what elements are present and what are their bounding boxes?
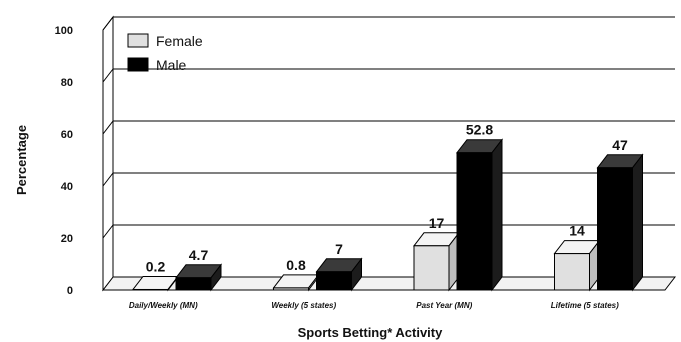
y-tick-label: 0 — [67, 285, 73, 297]
y-axis-title: Percentage — [14, 125, 29, 195]
y-tick-label: 100 — [55, 25, 73, 37]
bar-male — [456, 152, 493, 291]
data-label: 0.8 — [286, 257, 306, 273]
data-label: 14 — [569, 223, 585, 239]
data-label: 7 — [335, 241, 343, 257]
x-category-label: Lifetime (5 states) — [551, 301, 619, 310]
bar-male — [316, 271, 352, 291]
x-axis-title: Sports Betting* Activity — [298, 325, 443, 340]
y-tick-label: 40 — [61, 181, 73, 193]
bar-female — [273, 287, 309, 291]
bar-male — [175, 277, 212, 291]
data-label: 52.8 — [466, 122, 493, 138]
legend-swatch-male — [127, 57, 149, 72]
data-label: 47 — [612, 137, 628, 153]
bar-side — [491, 138, 503, 292]
data-label: 0.2 — [146, 258, 166, 274]
chart-side-wall — [102, 15, 114, 292]
gridline-side — [102, 120, 114, 135]
y-tick-label: 20 — [61, 233, 73, 245]
gridline-side — [102, 224, 114, 239]
x-category-label: Past Year (MN) — [416, 301, 472, 310]
bar-side — [632, 153, 643, 292]
data-label: 4.7 — [189, 247, 209, 263]
y-tick-label: 80 — [61, 77, 73, 89]
bar-female — [132, 288, 169, 291]
bar-male — [597, 167, 633, 291]
legend-entry-male: Male — [156, 57, 187, 73]
gridline-side — [102, 172, 114, 187]
legend-swatch-female — [127, 33, 149, 48]
legend-entry-female: Female — [156, 33, 203, 49]
x-category-label: Weekly (5 states) — [271, 301, 336, 310]
y-tick-label: 60 — [61, 129, 73, 141]
back-wall — [113, 17, 675, 277]
bar-female — [554, 253, 590, 291]
bar-female — [413, 245, 450, 291]
data-label: 17 — [429, 215, 445, 231]
gridline-side — [102, 16, 114, 31]
gridline-side — [102, 68, 114, 83]
x-category-label: Daily/Weekly (MN) — [129, 301, 198, 310]
